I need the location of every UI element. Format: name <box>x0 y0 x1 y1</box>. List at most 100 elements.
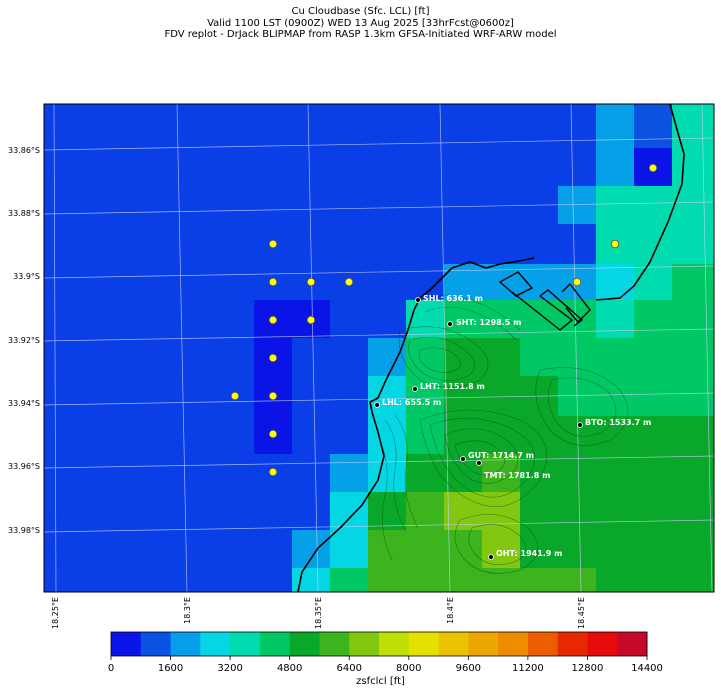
contour-line <box>454 440 505 476</box>
lon-label: 18.4°E <box>446 597 455 624</box>
station-marker <box>268 239 278 249</box>
graticule-line <box>44 137 714 151</box>
graticule-line <box>44 455 714 469</box>
station-marker <box>268 277 278 287</box>
grid-cell <box>520 492 714 530</box>
plot-title: Cu Cloudbase (Sfc. LCL) [ft] Valid 1100 … <box>0 6 721 41</box>
colorbar-swatch <box>349 632 380 656</box>
grid-cell <box>596 264 634 300</box>
colorbar-swatch <box>438 632 469 656</box>
grid-cell <box>482 530 520 568</box>
site-label-tmt: TMT: 1781.8 m <box>484 471 550 480</box>
lat-label: 33.96°S <box>8 462 40 471</box>
grid-cell <box>596 104 634 148</box>
contour-line <box>419 294 521 331</box>
grid-cell <box>406 416 444 454</box>
grid-cell <box>596 300 634 338</box>
graticule-line <box>44 519 714 533</box>
graticule-line <box>570 104 582 592</box>
grid-cell <box>406 492 444 530</box>
contour-line <box>408 337 475 381</box>
colorbar-tick-label: 9600 <box>456 663 481 674</box>
grid-cell <box>520 530 714 568</box>
colorbar-swatch <box>408 632 440 656</box>
station-marker <box>572 277 582 287</box>
site-label-sht: SHT: 1298.5 m <box>456 318 521 327</box>
graticule-line <box>439 104 451 592</box>
grid-cell <box>368 492 406 530</box>
contour-line <box>398 326 489 388</box>
colorbar-swatch <box>527 632 559 656</box>
site-dot <box>577 422 583 428</box>
contour-line <box>468 524 527 566</box>
colorbar-swatch <box>468 632 499 656</box>
lon-label: 18.3°E <box>183 597 192 624</box>
graticule-line <box>44 392 714 406</box>
contour-line <box>394 414 419 529</box>
grid-cell <box>558 376 714 416</box>
station-marker <box>306 277 316 287</box>
grid-cell <box>558 416 714 454</box>
terrain-contours <box>379 294 629 574</box>
colorbar-swatch <box>230 632 261 656</box>
lon-label: 18.25°E <box>51 597 60 629</box>
title-line-2: Valid 1100 LST (0900Z) WED 13 Aug 2025 [… <box>207 17 514 29</box>
colorbar-tick-label: 14400 <box>631 663 663 674</box>
grid-cell <box>368 338 406 376</box>
grid-cell <box>254 300 330 338</box>
graticule-line <box>307 104 319 592</box>
contour-line <box>454 514 539 574</box>
grid-cell <box>406 376 444 416</box>
contour-line <box>384 419 406 531</box>
harbour-breakwaters <box>498 271 591 331</box>
site-label-oht: OHT: 1941.9 m <box>496 549 563 558</box>
lon-label: 18.35°E <box>314 597 323 629</box>
station-marker <box>268 391 278 401</box>
grid-cell <box>368 530 482 568</box>
grid-cell <box>520 454 714 492</box>
grid-cell <box>672 104 714 148</box>
site-label-lht: LHT: 1151.8 m <box>420 382 485 391</box>
station-marker <box>344 277 354 287</box>
site-dot <box>488 554 494 560</box>
site-dot <box>447 321 453 327</box>
lat-lon-graticule <box>44 104 714 592</box>
contour-line <box>379 439 393 561</box>
station-marker <box>230 391 240 401</box>
grid-cell <box>634 104 672 148</box>
grid-cell <box>292 568 330 592</box>
lat-label: 33.86°S <box>8 146 40 155</box>
graticule-line <box>176 104 188 592</box>
colorbar-tick-label: 11200 <box>512 663 544 674</box>
colorbar-swatch <box>200 632 231 656</box>
contour-line <box>547 377 617 437</box>
grid-cell <box>406 338 444 376</box>
launch-sites: SHL: 636.1 m SHT: 1298.5 m LHT: 1151.8 m… <box>374 294 651 560</box>
site-dot <box>476 460 482 466</box>
grid-cell <box>330 530 368 568</box>
title-line-3: FDV replot - DrJack BLIPMAP from RASP 1.… <box>164 29 557 40</box>
grid-cell <box>596 148 634 186</box>
colorbar-tick-label: 8000 <box>396 663 421 674</box>
colorbar-swatch <box>319 632 350 656</box>
grid-cell <box>292 530 330 568</box>
colorbar-frame <box>110 631 648 657</box>
colorbar <box>110 631 648 657</box>
site-label-lhl: LHL: 655.5 m <box>382 398 441 407</box>
graticule-line <box>701 104 713 592</box>
lat-label: 33.92°S <box>8 336 40 345</box>
colorbar-tick-label: 1600 <box>158 663 183 674</box>
lon-label: 18.45°E <box>577 597 586 629</box>
grid-cell <box>406 300 444 338</box>
graticule-line <box>44 201 714 215</box>
station-marker <box>648 163 658 173</box>
station-marker <box>268 429 278 439</box>
colorbar-swatch <box>140 632 172 656</box>
lat-label: 33.88°S <box>8 209 40 218</box>
breakwater <box>539 289 584 327</box>
contour-line <box>429 417 535 498</box>
graticule-line <box>53 104 57 592</box>
grid-cell <box>368 376 406 416</box>
colorbar-label: zsfclcl [ft] <box>356 676 405 687</box>
graticule-line <box>44 265 714 279</box>
